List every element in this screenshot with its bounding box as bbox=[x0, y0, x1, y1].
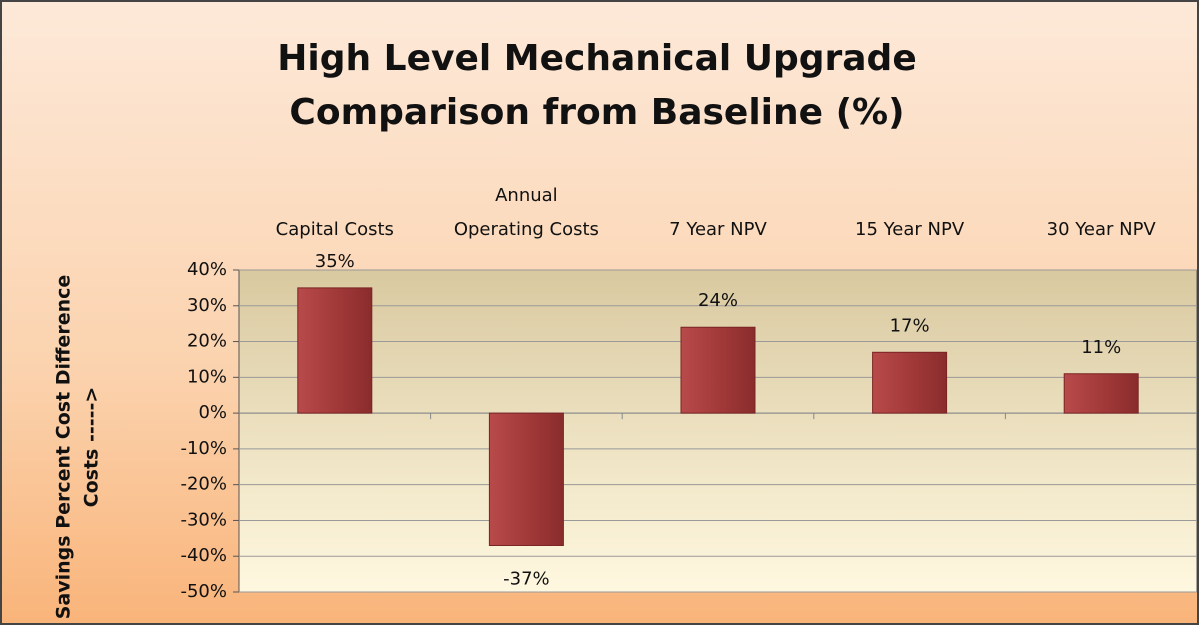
y-tick-label: 40% bbox=[187, 259, 227, 280]
data-label: -37% bbox=[503, 568, 550, 589]
y-tick-label: -40% bbox=[180, 545, 227, 566]
data-label: 17% bbox=[890, 315, 930, 336]
x-tick-label: 30 Year NPV bbox=[1046, 219, 1156, 240]
bar bbox=[488, 412, 564, 546]
y-tick-label: 30% bbox=[187, 295, 227, 316]
y-tick-label: 10% bbox=[187, 366, 227, 387]
data-label: 11% bbox=[1081, 337, 1121, 358]
chart-title: High Level Mechanical Upgrade Comparison … bbox=[277, 38, 917, 133]
y-tick-label: -50% bbox=[180, 581, 227, 602]
y-tick-label: 20% bbox=[187, 331, 227, 352]
y-axis-label: Costs -----> bbox=[81, 387, 103, 508]
x-tick-label: Annual Operating Costs bbox=[453, 185, 599, 240]
x-tick-label: Capital Costs bbox=[275, 219, 394, 240]
x-tick-label: 7 Year NPV bbox=[669, 219, 767, 240]
data-label: 24% bbox=[698, 290, 738, 311]
y-tick-label: -10% bbox=[180, 438, 227, 459]
bar bbox=[680, 326, 756, 414]
plot-area bbox=[238, 269, 1197, 593]
data-label: 35% bbox=[315, 251, 355, 272]
bar bbox=[1063, 373, 1139, 414]
x-tick-label: 15 Year NPV bbox=[855, 219, 965, 240]
y-axis-label: Savings Percent Cost Difference bbox=[53, 275, 75, 620]
bar bbox=[872, 351, 948, 414]
y-tick-label: -30% bbox=[180, 509, 227, 530]
bar bbox=[297, 287, 373, 414]
y-tick-label: -20% bbox=[180, 474, 227, 495]
y-tick-label: 0% bbox=[198, 402, 227, 423]
